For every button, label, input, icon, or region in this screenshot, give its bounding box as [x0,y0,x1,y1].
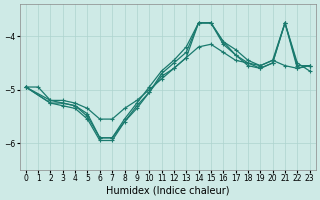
X-axis label: Humidex (Indice chaleur): Humidex (Indice chaleur) [106,186,229,196]
